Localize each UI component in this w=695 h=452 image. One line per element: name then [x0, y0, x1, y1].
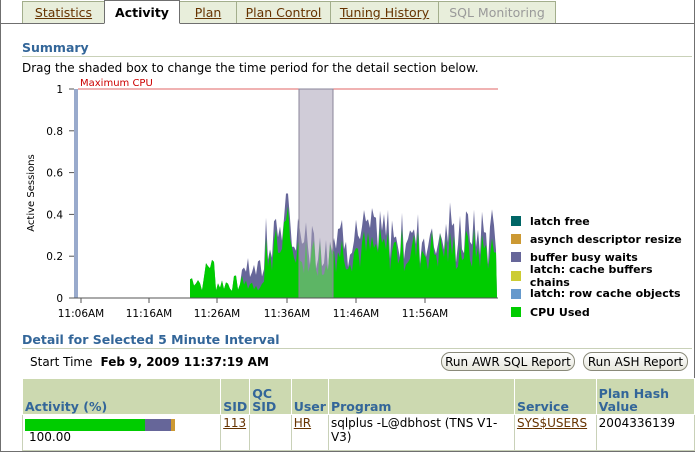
activity-bar-segment [25, 419, 145, 431]
y-tick-label: 0.8 [46, 126, 63, 138]
activity-bar-segment [145, 419, 171, 431]
legend-item: latch: cache buffers chains [511, 263, 695, 289]
max-cpu-label: Maximum CPU [80, 78, 153, 89]
detail-divider [22, 348, 692, 349]
selection-box[interactable] [298, 88, 334, 299]
y-tick-label: 0.6 [46, 168, 63, 180]
legend-label: asynch descriptor resize [530, 232, 682, 246]
chart-y-label: Active Sessions [26, 154, 37, 231]
cell-service[interactable]: SYS$USERS [513, 414, 597, 451]
cell-activity: 100.00 [21, 414, 222, 451]
legend-swatch [511, 288, 521, 299]
legend-swatch [511, 270, 521, 281]
legend-swatch [511, 252, 521, 263]
legend-swatch [511, 307, 521, 318]
chart-legend: latch free asynch descriptor resize buff… [511, 212, 695, 321]
service-link[interactable]: SYS$USERS [516, 416, 588, 430]
legend-label: buffer busy waits [530, 250, 638, 264]
col-activity[interactable]: Activity (%) [21, 378, 222, 415]
tab-statistics[interactable]: Statistics [22, 1, 105, 23]
legend-label: latch free [530, 214, 590, 228]
col-sid[interactable]: SID [220, 378, 251, 415]
series-cpu-used [190, 206, 497, 298]
start-time-label: Start Time [30, 355, 93, 369]
activity-bar [25, 418, 175, 431]
legend-swatch [511, 216, 521, 227]
legend-item: latch free [511, 212, 695, 230]
y-tick-label: 1 [56, 84, 63, 96]
activity-table: Activity (%) SID QC SID User Program Ser… [21, 378, 695, 451]
summary-divider [22, 56, 692, 57]
col-program[interactable]: Program [327, 378, 515, 415]
cell-sid[interactable]: 113 [220, 414, 251, 451]
table-header-row: Activity (%) SID QC SID User Program Ser… [21, 378, 695, 415]
legend-label: CPU Used [530, 305, 590, 319]
run-ash-report-button[interactable]: Run ASH Report [583, 352, 688, 371]
legend-item: latch: row cache objects [511, 285, 695, 303]
tab-activity[interactable]: Activity [104, 0, 180, 24]
y-tick-label: 0 [56, 293, 63, 305]
x-tick-label: 11:26AM [194, 308, 241, 320]
run-awr-sql-report-button[interactable]: Run AWR SQL Report [441, 352, 575, 371]
legend-swatch [511, 234, 521, 245]
y-tick-label: 0.4 [46, 209, 63, 221]
legend-item: asynch descriptor resize [511, 230, 695, 248]
legend-label: latch: cache buffers chains [529, 262, 653, 289]
col-service[interactable]: Service [513, 378, 597, 415]
user-link[interactable]: HR [293, 416, 312, 430]
col-user[interactable]: User [290, 378, 329, 415]
legend-item: buffer busy waits [511, 248, 695, 266]
cell-qcsid [249, 414, 292, 451]
start-time-value: Feb 9, 2009 11:37:19 AM [100, 355, 269, 369]
cell-planhash: 2004336139 [595, 414, 695, 451]
sid-link[interactable]: 113 [223, 416, 247, 430]
legend-label: latch: row cache objects [530, 287, 681, 301]
col-qcsid[interactable]: QC SID [249, 378, 292, 415]
tab-sql-monitoring: SQL Monitoring [438, 1, 556, 23]
col-planhash[interactable]: Plan Hash Value [595, 378, 695, 415]
summary-instruction: Drag the shaded box to change the time p… [22, 61, 479, 75]
cell-program: sqlplus -L@dbhost (TNS V1-V3) [327, 414, 515, 451]
tab-bar: Statistics Activity Plan Plan Control Tu… [0, 0, 695, 24]
legend-item: CPU Used [511, 303, 695, 321]
x-tick-label: 11:36AM [264, 308, 311, 320]
detail-title: Detail for Selected 5 Minute Interval [22, 332, 280, 347]
summary-title: Summary [22, 40, 89, 55]
cell-user[interactable]: HR [290, 414, 329, 451]
x-tick-label: 11:16AM [126, 308, 173, 320]
x-tick-label: 11:06AM [58, 308, 105, 320]
activity-bar-segment [170, 419, 175, 431]
start-time: Start Time Feb 9, 2009 11:37:19 AM [30, 355, 269, 369]
chart-left-bar [74, 89, 78, 298]
activity-chart: Active Sessions 0 0.2 0.4 0.6 0.8 1 11:06AM 11… [26, 78, 498, 320]
x-tick-label: 11:56AM [402, 308, 449, 320]
tab-tuning-history[interactable]: Tuning History [330, 1, 439, 23]
activity-percent: 100.00 [29, 430, 71, 444]
y-tick-label: 0.2 [46, 251, 63, 263]
x-tick-label: 11:46AM [333, 308, 380, 320]
table-row: 100.00 113 HR sqlplus -L@dbhost (TNS V1-… [21, 414, 695, 451]
